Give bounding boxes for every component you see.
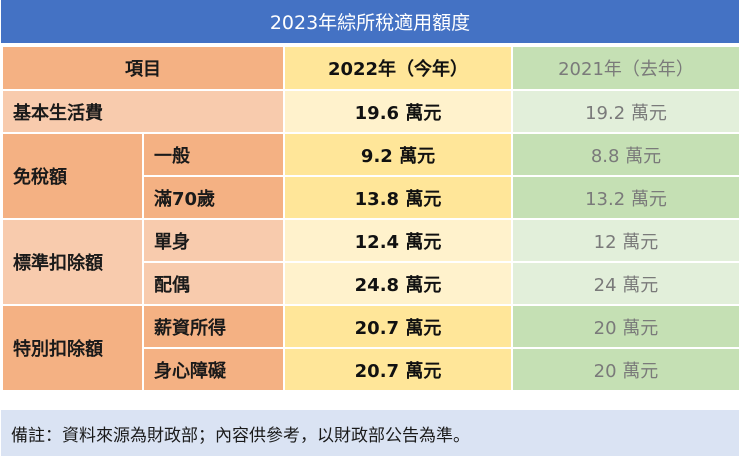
value-previous: 24 萬元 <box>511 261 740 306</box>
row-label-basic-living: 基本生活費 <box>1 89 285 134</box>
tax-allowance-table: 項目 2022年（今年） 2021年（去年） 基本生活費 19.6 萬元 19.… <box>1 45 740 392</box>
table-row: 特別扣除額 薪資所得 20.7 萬元 20 萬元 <box>1 304 740 392</box>
value-previous: 20 萬元 <box>511 304 740 349</box>
value-previous: 13.2 萬元 <box>511 175 740 220</box>
header-current-year: 2022年（今年） <box>283 45 513 91</box>
header-row: 項目 2022年（今年） 2021年（去年） <box>1 45 740 91</box>
value-current: 20.7 萬元 <box>283 304 513 349</box>
sub-label-spouse: 配偶 <box>142 261 285 306</box>
sub-label-general: 一般 <box>142 132 285 177</box>
table-row: 免稅額 一般 9.2 萬元 8.8 萬元 <box>1 132 740 220</box>
sub-label-over70: 滿70歲 <box>142 175 285 220</box>
value-current: 24.8 萬元 <box>283 261 513 306</box>
table-row: 標準扣除額 單身 12.4 萬元 12 萬元 <box>1 218 740 306</box>
table-row: 配偶 24.8 萬元 24 萬元 <box>2 261 740 306</box>
value-previous: 12 萬元 <box>511 218 740 263</box>
value-previous: 20 萬元 <box>511 347 740 392</box>
value-current: 9.2 萬元 <box>283 132 513 177</box>
value-current: 12.4 萬元 <box>283 218 513 263</box>
group-label-special-deduction: 特別扣除額 <box>1 304 144 392</box>
group-label-exemption: 免稅額 <box>1 132 144 220</box>
header-previous-year: 2021年（去年） <box>511 45 740 91</box>
table-row: 基本生活費 19.6 萬元 19.2 萬元 <box>1 89 740 134</box>
sub-label-salary: 薪資所得 <box>142 304 285 349</box>
table-row: 滿70歲 13.8 萬元 13.2 萬元 <box>2 175 740 220</box>
group-label-standard-deduction: 標準扣除額 <box>1 218 144 306</box>
value-previous: 19.2 萬元 <box>511 89 740 134</box>
table-title: 2023年綜所稅適用額度 <box>1 0 739 43</box>
value-previous: 8.8 萬元 <box>511 132 740 177</box>
value-current: 19.6 萬元 <box>283 89 513 134</box>
header-item: 項目 <box>1 45 285 91</box>
footnote: 備註：資料來源為財政部；內容供參考，以財政部公告為準。 <box>1 410 739 456</box>
table-row: 身心障礙 20.7 萬元 20 萬元 <box>2 347 740 392</box>
value-current: 20.7 萬元 <box>283 347 513 392</box>
sub-label-disability: 身心障礙 <box>142 347 285 392</box>
value-current: 13.8 萬元 <box>283 175 513 220</box>
sub-label-single: 單身 <box>142 218 285 263</box>
